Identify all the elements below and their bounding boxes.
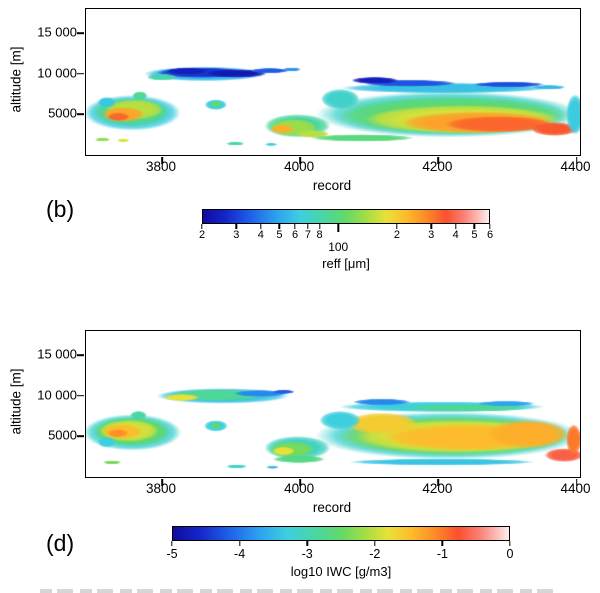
heatmap-canvas-b	[86, 9, 580, 155]
x-axis-label-d: record	[312, 500, 352, 515]
x-tick-mark	[161, 479, 163, 486]
x-tick-mark	[437, 479, 440, 486]
x-tick-mark	[299, 157, 301, 164]
colorbar-tick-label: 100	[328, 240, 349, 254]
x-tick-label: 4400	[560, 159, 591, 174]
colorbar-tick-label: 0	[506, 547, 514, 561]
colorbar-tick-label: -3	[301, 547, 313, 561]
colorbar-tick-mark	[201, 224, 203, 229]
colorbar-b: reff [μm] 2 3 4 5 6 7 8 100 2 3 4 5 6	[199, 209, 493, 271]
colorbar-tick-label: 2	[198, 229, 206, 241]
xticklabels-b: 3800 4000 4200 4400	[85, 159, 591, 175]
colorbar-tick-label: 7	[304, 229, 312, 241]
y-tick-mark	[77, 354, 84, 357]
colorbar-tick-label: 5	[471, 229, 478, 241]
y-tick-label: 15 000	[37, 346, 77, 362]
y-tick-label: 10 000	[37, 387, 77, 403]
x-tick-label: 4000	[284, 481, 315, 496]
yticklabels-d: 15 000 10 000 5000	[0, 330, 77, 476]
y-tick-mark	[77, 73, 84, 75]
colorbar-tick-label: 2	[393, 229, 401, 241]
colorbar-tick-mark	[455, 224, 457, 229]
x-tick-label: 4200	[422, 159, 453, 174]
colorbar-tick-label: -5	[166, 547, 178, 561]
heatmap-canvas-d	[86, 331, 580, 477]
x-tick-mark	[437, 157, 440, 164]
colorbar-gradient-b	[202, 209, 490, 224]
colorbar-tick-mark	[489, 224, 491, 229]
yticklabels-b: 15 000 10 000 5000	[0, 8, 77, 154]
plot-b	[77, 8, 581, 164]
colorbar-tick-mark	[396, 224, 398, 229]
colorbar-tick-mark	[238, 541, 241, 546]
y-tick-label: 5000	[48, 427, 77, 443]
colorbar-tick-mark	[441, 541, 444, 546]
colorbar-d: log10 IWC [g/m3] -5 -4 -3 -2 -1 0	[166, 526, 513, 579]
colorbar-tick-label: -2	[369, 547, 381, 561]
y-tick-mark	[77, 32, 84, 35]
colorbar-tick-label: 6	[486, 229, 494, 241]
colorbar-tick-mark	[374, 541, 376, 546]
plot-d	[77, 330, 581, 486]
colorbar-title-d: log10 IWC [g/m3]	[290, 564, 392, 579]
x-axis-label-b: record	[312, 178, 352, 193]
colorbar-tick-label: 4	[452, 229, 459, 241]
colorbar-tick-label: 5	[276, 229, 283, 241]
colorbar-tick-mark	[307, 224, 309, 229]
x-tick-mark	[299, 479, 301, 486]
y-tick-label: 5000	[48, 105, 77, 121]
x-tick-mark	[575, 479, 578, 486]
y-tick-label: 15 000	[37, 24, 77, 40]
colorbar-tick-label: -4	[234, 547, 246, 561]
x-tick-label: 4200	[422, 481, 453, 496]
colorbar-tick-mark	[509, 541, 511, 546]
colorbar-title-b: reff [μm]	[322, 256, 370, 271]
x-tick-mark	[575, 157, 578, 164]
colorbar-tick-mark	[430, 224, 432, 229]
colorbar-tick-label: 8	[316, 229, 323, 241]
cropped-caption-text	[40, 589, 560, 593]
colorbar-tick-label: 3	[428, 229, 435, 241]
colorbar-tick-mark	[235, 224, 237, 229]
colorbar-tick-mark	[294, 224, 296, 229]
x-tick-mark	[161, 157, 163, 164]
colorbar-tick-label: 3	[233, 229, 240, 241]
colorbar-tick-label: 6	[291, 229, 299, 241]
colorbar-tick-mark	[306, 541, 308, 546]
colorbar-tick-mark	[171, 541, 173, 546]
y-tick-label: 10 000	[37, 65, 77, 81]
panel-label-b: (b)	[46, 196, 75, 222]
colorbar-tick-mark	[473, 224, 476, 229]
colorbar-tick-label: 4	[257, 229, 264, 241]
x-tick-label: 3800	[145, 481, 177, 496]
y-tick-mark	[77, 395, 84, 397]
y-tick-mark	[77, 435, 84, 438]
colorbar-tick-mark	[337, 224, 339, 232]
colorbar-tick-mark	[318, 224, 321, 229]
x-tick-label: 4000	[284, 159, 315, 174]
xticklabels-d: 3800 4000 4200 4400	[85, 481, 591, 497]
colorbar-tick-mark	[260, 224, 262, 229]
y-tick-mark	[77, 113, 84, 116]
x-tick-label: 3800	[145, 159, 177, 174]
panel-label-d: (d)	[46, 530, 75, 556]
colorbar-tick-label: -1	[436, 547, 448, 561]
x-tick-label: 4400	[560, 481, 591, 496]
colorbar-gradient-d	[172, 526, 510, 541]
colorbar-tick-mark	[278, 224, 281, 229]
